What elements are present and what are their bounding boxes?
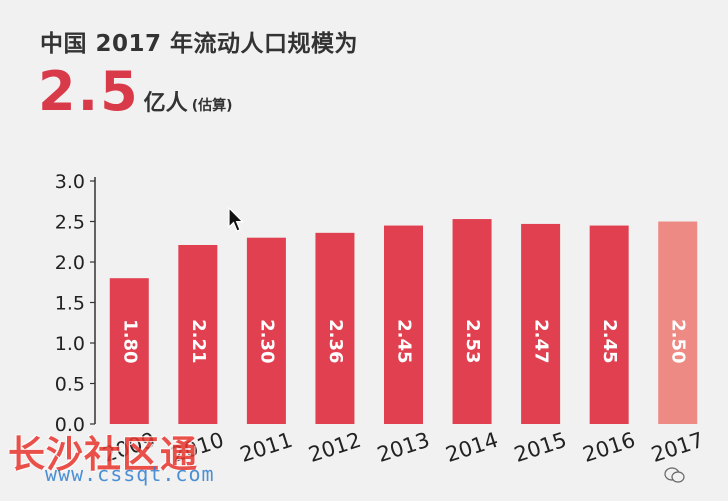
bar: [521, 223, 561, 424]
x-tick-label: 2012: [306, 428, 364, 467]
bar-value-label: 2.45: [599, 319, 620, 363]
x-tick-label: 2014: [443, 428, 501, 467]
bar: [658, 221, 698, 424]
bar: [452, 219, 492, 424]
bar-value-label: 2.45: [394, 319, 415, 363]
bar-value-label: 2.21: [188, 319, 209, 363]
y-tick-label: 3.0: [55, 171, 85, 193]
y-tick-label: 1.5: [55, 293, 85, 315]
x-tick-label: 2017: [648, 428, 706, 467]
bar-value-label: 2.53: [462, 319, 483, 363]
mouse-cursor-icon: [228, 206, 244, 237]
bar-value-label: 2.47: [531, 319, 552, 363]
bar-value-label: 2.36: [325, 319, 346, 363]
x-tick-label: 2016: [580, 428, 638, 467]
bar: [315, 232, 355, 424]
watermark-logo: 长沙社区通: [8, 432, 198, 476]
bar: [589, 225, 629, 424]
bar: [109, 278, 149, 424]
bar: [384, 225, 423, 424]
wechat-icon: [664, 466, 704, 488]
y-tick-label: 0.5: [55, 374, 85, 396]
watermark-url: www.cssqt.com: [45, 462, 215, 486]
x-tick-label: 2013: [374, 428, 432, 467]
bar-value-label: 1.80: [119, 319, 140, 363]
headline: 2.5 亿人 (估算): [38, 60, 232, 123]
headline-unit: 亿人: [143, 91, 188, 116]
bar-value-label: 2.50: [668, 319, 689, 363]
x-tick-label: 2015: [511, 428, 569, 467]
y-tick-label: 0.0: [55, 414, 85, 436]
headline-note: (估算): [191, 98, 233, 114]
y-tick-label: 1.0: [55, 333, 85, 355]
y-tick-label: 2.5: [55, 212, 85, 234]
x-tick-label: 2011: [237, 428, 295, 467]
bar: [178, 244, 218, 424]
bar: [246, 237, 286, 424]
bar-value-label: 2.30: [256, 319, 277, 363]
y-tick-label: 2.0: [55, 252, 85, 274]
chart-title: 中国 2017 年流动人口规模为: [40, 31, 359, 57]
headline-number: 2.5: [38, 60, 140, 123]
